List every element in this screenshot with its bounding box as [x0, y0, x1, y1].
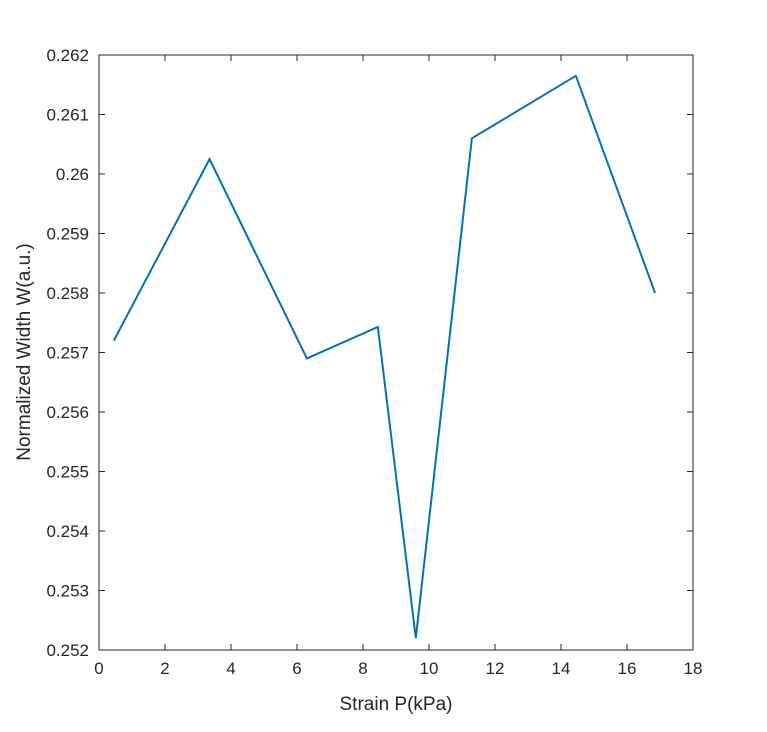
- series-layer: [112, 74, 656, 639]
- plot-area-frame: [98, 54, 694, 651]
- y-tick-label: 0.256: [46, 403, 89, 422]
- x-tick-label: 6: [292, 659, 301, 678]
- y-axis-label: Normalized Width W(a.u.): [14, 243, 35, 461]
- plot-area-background: [99, 55, 693, 650]
- y-tick-label: 0.254: [46, 522, 89, 541]
- x-tick-label: 2: [160, 659, 169, 678]
- y-tick-label: 0.26: [56, 165, 89, 184]
- y-tick-label: 0.253: [46, 582, 89, 601]
- x-tick-label: 14: [552, 659, 571, 678]
- y-tick-label: 0.252: [46, 641, 89, 660]
- x-axis-label: Strain P(kPa): [340, 694, 453, 715]
- y-tick-label: 0.262: [46, 46, 89, 65]
- ticks-layer: 0 2 4 6 8 10 12 14 16 18 0.252 0.253 0.254 0.255 0.256…: [46, 46, 702, 678]
- y-tick-label: 0.257: [46, 344, 89, 363]
- x-tick-label: 10: [420, 659, 439, 678]
- series-line: [112, 74, 656, 639]
- x-tick-label: 8: [358, 659, 367, 678]
- y-tick-label: 0.259: [46, 225, 89, 244]
- y-tick-label: 0.261: [46, 106, 89, 125]
- labels-layer: Strain P(kPa) Normalized Width W(a.u.): [14, 243, 452, 715]
- x-tick-label: 12: [486, 659, 505, 678]
- x-tick-label: 16: [618, 659, 637, 678]
- x-tick-label: 18: [684, 659, 703, 678]
- x-tick-label: 4: [226, 659, 235, 678]
- y-tick-label: 0.255: [46, 463, 89, 482]
- x-tick-label: 0: [94, 659, 103, 678]
- y-tick-label: 0.258: [46, 284, 89, 303]
